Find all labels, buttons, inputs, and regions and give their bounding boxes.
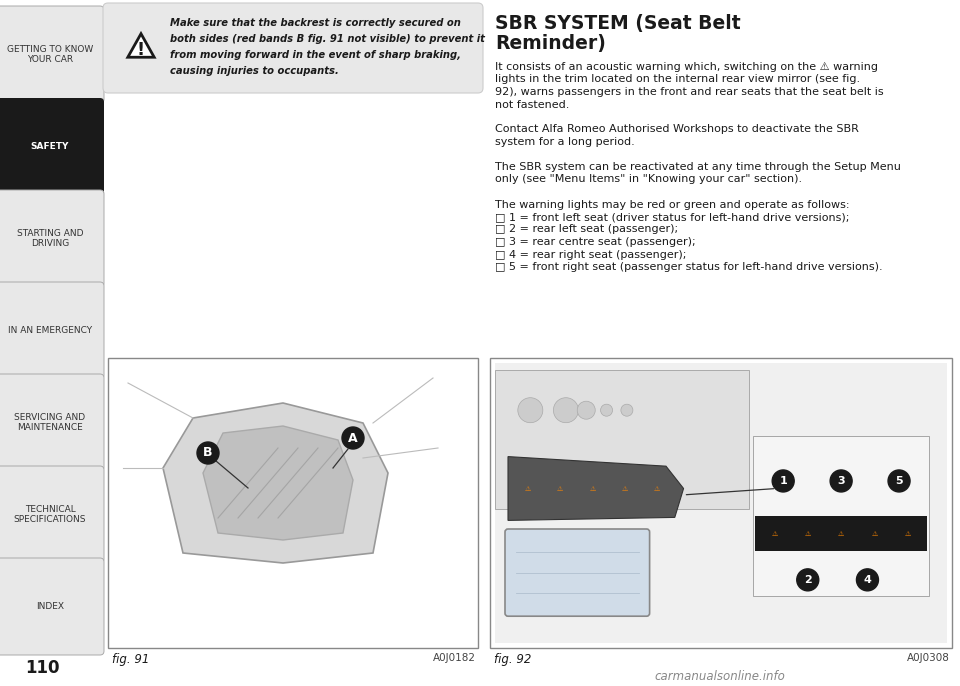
Text: □ 5 = front right seat (passenger status for left-hand drive versions).: □ 5 = front right seat (passenger status…	[495, 262, 882, 272]
Text: 3: 3	[837, 476, 845, 486]
Circle shape	[797, 569, 819, 591]
FancyBboxPatch shape	[0, 6, 104, 103]
Circle shape	[553, 398, 579, 423]
Polygon shape	[128, 34, 155, 57]
Text: 4: 4	[863, 575, 872, 585]
Text: STARTING AND
DRIVING: STARTING AND DRIVING	[16, 229, 84, 248]
Text: only (see "Menu Items" in "Knowing your car" section).: only (see "Menu Items" in "Knowing your …	[495, 174, 803, 185]
FancyBboxPatch shape	[0, 466, 104, 563]
Text: □ 1 = front left seat (driver status for left-hand drive versions);: □ 1 = front left seat (driver status for…	[495, 212, 850, 222]
Circle shape	[830, 470, 852, 492]
Circle shape	[517, 398, 542, 423]
Text: 2: 2	[804, 575, 811, 585]
Text: Make sure that the backrest is correctly secured on: Make sure that the backrest is correctly…	[170, 18, 461, 28]
FancyBboxPatch shape	[0, 282, 104, 379]
Text: It consists of an acoustic warning which, switching on the ⚠ warning: It consists of an acoustic warning which…	[495, 62, 878, 72]
Text: The warning lights may be red or green and operate as follows:: The warning lights may be red or green a…	[495, 200, 850, 209]
Text: fig. 91: fig. 91	[112, 653, 150, 666]
Text: system for a long period.: system for a long period.	[495, 137, 635, 147]
Text: INDEX: INDEX	[36, 602, 64, 611]
Text: □ 3 = rear centre seat (passenger);: □ 3 = rear centre seat (passenger);	[495, 237, 696, 247]
FancyBboxPatch shape	[490, 358, 952, 648]
FancyBboxPatch shape	[495, 370, 749, 509]
Text: SERVICING AND
MAINTENANCE: SERVICING AND MAINTENANCE	[14, 413, 85, 432]
Circle shape	[772, 470, 794, 492]
Text: 5: 5	[896, 476, 902, 486]
Text: from moving forward in the event of sharp braking,: from moving forward in the event of shar…	[170, 50, 461, 60]
Circle shape	[601, 404, 612, 416]
Text: carmanualsonline.info: carmanualsonline.info	[655, 670, 785, 683]
Polygon shape	[508, 457, 684, 521]
Text: ⚠: ⚠	[838, 530, 844, 536]
Text: SAFETY: SAFETY	[31, 142, 69, 151]
Text: ⚠: ⚠	[771, 530, 778, 536]
Text: fig. 92: fig. 92	[494, 653, 532, 666]
FancyBboxPatch shape	[0, 374, 104, 471]
FancyBboxPatch shape	[495, 363, 947, 643]
Text: ⚠: ⚠	[654, 486, 660, 491]
Text: both sides (red bands B fig. 91 not visible) to prevent it: both sides (red bands B fig. 91 not visi…	[170, 34, 485, 44]
Text: □ 4 = rear right seat (passenger);: □ 4 = rear right seat (passenger);	[495, 250, 686, 259]
Text: A: A	[348, 431, 358, 445]
Text: GETTING TO KNOW
YOUR CAR: GETTING TO KNOW YOUR CAR	[7, 45, 93, 64]
Text: B: B	[204, 447, 213, 460]
Text: A0J0308: A0J0308	[907, 653, 950, 663]
Text: ⚠: ⚠	[589, 486, 596, 491]
Circle shape	[621, 404, 633, 416]
Circle shape	[577, 401, 595, 419]
FancyBboxPatch shape	[505, 529, 650, 616]
FancyBboxPatch shape	[108, 358, 478, 648]
FancyBboxPatch shape	[103, 3, 483, 93]
Text: A0J0182: A0J0182	[433, 653, 476, 663]
Text: ⚠: ⚠	[525, 486, 531, 491]
Text: ⚠: ⚠	[804, 530, 811, 536]
FancyBboxPatch shape	[756, 516, 927, 551]
Circle shape	[197, 442, 219, 464]
Text: IN AN EMERGENCY: IN AN EMERGENCY	[8, 326, 92, 335]
Text: TECHNICAL
SPECIFICATIONS: TECHNICAL SPECIFICATIONS	[13, 505, 86, 524]
FancyBboxPatch shape	[0, 98, 104, 195]
Text: 92), warns passengers in the front and rear seats that the seat belt is: 92), warns passengers in the front and r…	[495, 87, 883, 97]
FancyBboxPatch shape	[0, 190, 104, 287]
Circle shape	[342, 427, 364, 449]
Circle shape	[888, 470, 910, 492]
Text: 1: 1	[780, 476, 787, 486]
Text: ⚠: ⚠	[557, 486, 564, 491]
FancyBboxPatch shape	[0, 558, 104, 655]
Text: Contact Alfa Romeo Authorised Workshops to deactivate the SBR: Contact Alfa Romeo Authorised Workshops …	[495, 124, 859, 134]
Text: ⚠: ⚠	[904, 530, 911, 536]
Text: 110: 110	[25, 659, 60, 677]
FancyBboxPatch shape	[754, 436, 929, 596]
Text: not fastened.: not fastened.	[495, 99, 569, 110]
Circle shape	[856, 569, 878, 591]
Text: causing injuries to occupants.: causing injuries to occupants.	[170, 66, 339, 76]
Polygon shape	[203, 426, 353, 540]
Text: The SBR system can be reactivated at any time through the Setup Menu: The SBR system can be reactivated at any…	[495, 162, 900, 172]
Polygon shape	[163, 403, 388, 563]
Text: □ 2 = rear left seat (passenger);: □ 2 = rear left seat (passenger);	[495, 224, 678, 235]
Text: ⚠: ⚠	[622, 486, 628, 491]
Text: lights in the trim located on the internal rear view mirror (see fig.: lights in the trim located on the intern…	[495, 75, 860, 84]
Text: Reminder): Reminder)	[495, 34, 606, 53]
Text: SBR SYSTEM (Seat Belt: SBR SYSTEM (Seat Belt	[495, 14, 740, 33]
Text: ⚠: ⚠	[872, 530, 877, 536]
Text: !: !	[137, 41, 145, 59]
